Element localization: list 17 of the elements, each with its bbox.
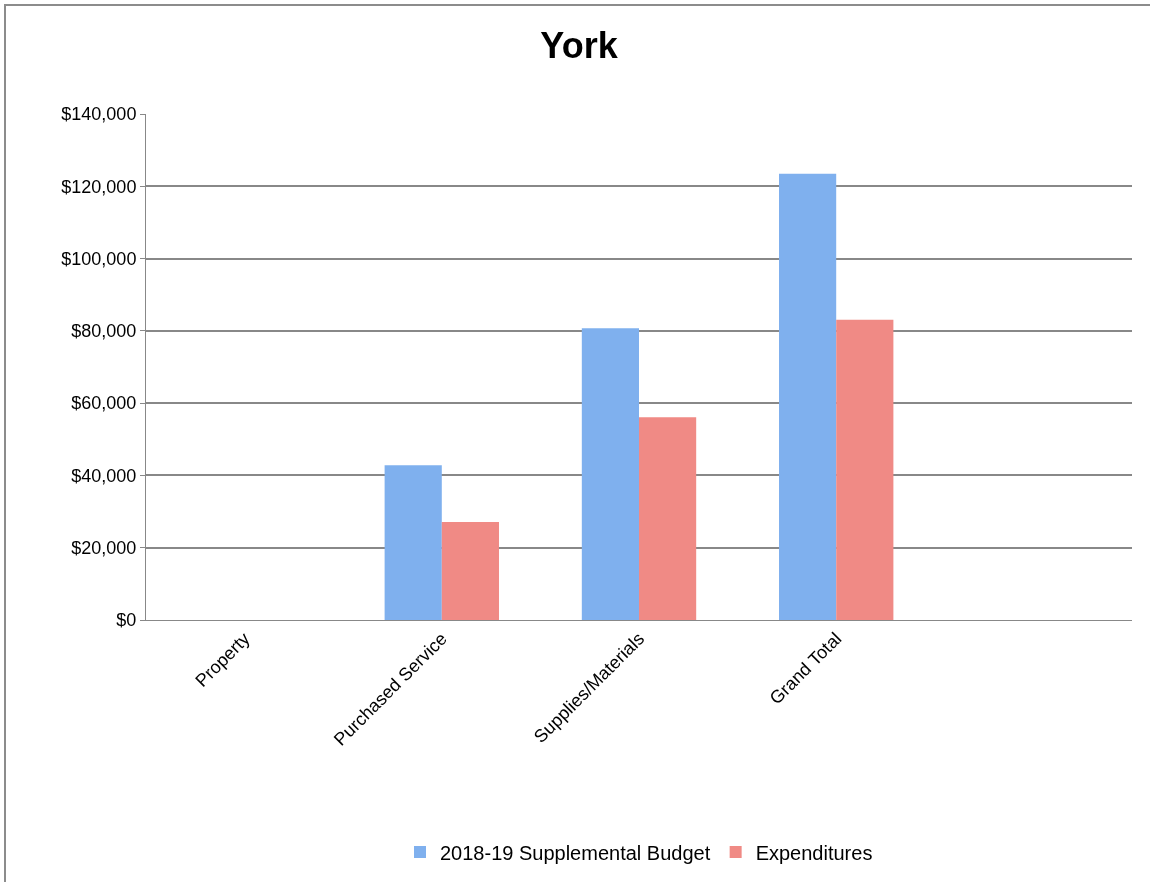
bar (581, 328, 639, 620)
y-tick-label: $60,000 (71, 393, 137, 414)
bar (441, 522, 499, 620)
y-tick-label: $140,000 (61, 104, 137, 125)
bar (779, 173, 837, 620)
bar (836, 319, 894, 620)
bar (384, 465, 442, 620)
y-tick-label: $80,000 (71, 321, 137, 342)
bar (639, 417, 697, 620)
y-tick-label: $40,000 (71, 465, 137, 486)
y-tick-label: $20,000 (71, 538, 137, 559)
legend-label: Expenditures (755, 841, 873, 864)
y-tick-label: $120,000 (61, 176, 137, 197)
chart-title: York (540, 24, 619, 66)
legend-label: 2018-19 Supplemental Budget (440, 841, 711, 864)
y-tick-label: $100,000 (61, 248, 137, 269)
y-tick-label: $0 (116, 610, 137, 631)
